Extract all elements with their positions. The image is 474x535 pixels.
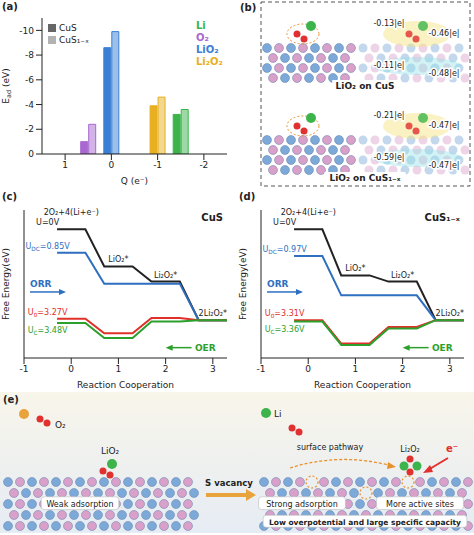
svg-text:UDC=0.85V: UDC=0.85V: [25, 242, 70, 252]
svg-text:U0=3.31V: U0=3.31V: [265, 309, 305, 319]
svg-text:(b): (b): [240, 2, 256, 13]
html-text:O₂: O₂: [195, 32, 209, 43]
svg-text:3: 3: [447, 364, 453, 374]
html-text:(d): (d): [239, 191, 256, 202]
svg-text:LiO₂*: LiO₂*: [108, 255, 128, 264]
svg-text:Ead (eV): Ead (eV): [1, 68, 13, 103]
svg-text:-0.47|e|: -0.47|e|: [428, 121, 459, 130]
svg-text:-2: -2: [199, 160, 208, 170]
svg-text:-6: -6: [25, 75, 34, 85]
svg-text:-0.13|e|: -0.13|e|: [373, 19, 404, 28]
svg-text:2: 2: [400, 364, 406, 374]
html-text:CuS₁₋ₓ: CuS₁₋ₓ: [424, 212, 460, 223]
svg-text:Reaction Cooperation: Reaction Cooperation: [77, 380, 174, 390]
svg-text:-10: -10: [19, 26, 34, 36]
svg-text:UDC=0.97V: UDC=0.97V: [262, 245, 307, 255]
html-text:(c): (c): [2, 191, 18, 202]
svg-text:0: 0: [305, 364, 311, 374]
svg-text:-8: -8: [25, 50, 34, 60]
svg-text:0: 0: [68, 364, 74, 374]
svg-text:-0.47|e|: -0.47|e|: [428, 161, 459, 170]
svg-text:LiO₂ on CuS₁₋ₓ: LiO₂ on CuS₁₋ₓ: [329, 173, 400, 183]
svg-text:ORR: ORR: [30, 279, 52, 289]
html-text:LiO₂: LiO₂: [195, 44, 219, 55]
svg-text:-0.21|e|: -0.21|e|: [373, 111, 404, 120]
svg-text:ORR: ORR: [267, 279, 289, 289]
svg-text:More active sites: More active sites: [386, 500, 454, 509]
svg-text:-0.59|e|: -0.59|e|: [373, 153, 404, 162]
svg-text:3: 3: [210, 364, 216, 374]
svg-text:-1: -1: [20, 364, 29, 374]
svg-text:-4: -4: [25, 100, 34, 110]
svg-text:S vacancy: S vacancy: [205, 478, 253, 488]
svg-text:surface pathway: surface pathway: [297, 443, 364, 452]
svg-text:Low overpotential and large sp: Low overpotential and large specific cap…: [269, 518, 461, 527]
svg-text:U=0V: U=0V: [273, 218, 297, 227]
svg-text:2Li₂O₂*: 2Li₂O₂*: [436, 309, 464, 318]
svg-text:Li₂O₂*: Li₂O₂*: [154, 271, 177, 280]
html-text:CuS₁₋ₓ: CuS₁₋ₓ: [59, 35, 90, 45]
html-text:Li₂O₂: Li₂O₂: [195, 56, 223, 67]
svg-text:0: 0: [28, 149, 34, 159]
svg-text:0: 0: [109, 160, 115, 170]
svg-text:U=0V: U=0V: [36, 218, 60, 227]
svg-text:1: 1: [353, 364, 359, 374]
svg-text:Li₂O₂: Li₂O₂: [400, 445, 419, 454]
svg-text:2O₂+4(Li+e⁻): 2O₂+4(Li+e⁻): [44, 208, 99, 217]
svg-text:-0.46|e|: -0.46|e|: [428, 29, 459, 38]
svg-text:Li: Li: [274, 409, 282, 419]
svg-text:OER: OER: [432, 343, 453, 353]
svg-text:Weak adsorption: Weak adsorption: [46, 500, 113, 509]
svg-text:U0=3.27V: U0=3.27V: [28, 308, 68, 318]
svg-text:2: 2: [163, 364, 169, 374]
svg-text:O₂: O₂: [55, 420, 66, 430]
svg-text:Q (e⁻): Q (e⁻): [121, 176, 148, 186]
svg-text:UC=3.48V: UC=3.48V: [28, 326, 68, 336]
svg-text:-0.48|e|: -0.48|e|: [428, 69, 459, 78]
svg-text:Li₂O₂*: Li₂O₂*: [391, 271, 414, 280]
svg-text:-1: -1: [153, 160, 162, 170]
svg-text:UC=3.36V: UC=3.36V: [265, 325, 305, 335]
svg-text:2Li₂O₂*: 2Li₂O₂*: [199, 309, 227, 318]
svg-text:1: 1: [116, 364, 122, 374]
html-text:(a): (a): [2, 1, 18, 12]
svg-text:OER: OER: [195, 343, 216, 353]
svg-text:1: 1: [62, 160, 68, 170]
svg-text:Free Energy(eV): Free Energy(eV): [238, 248, 248, 320]
svg-text:-0.11|e|: -0.11|e|: [373, 61, 404, 70]
svg-text:2O₂+4(Li+e⁻): 2O₂+4(Li+e⁻): [281, 208, 336, 217]
svg-text:(e): (e): [3, 394, 19, 405]
svg-text:LiO₂: LiO₂: [101, 446, 120, 456]
svg-text:LiO₂ on CuS: LiO₂ on CuS: [336, 81, 395, 91]
svg-text:Reaction Cooperation: Reaction Cooperation: [314, 380, 411, 390]
svg-text:e⁻: e⁻: [446, 443, 458, 454]
svg-text:Free Energy(eV): Free Energy(eV): [1, 248, 11, 320]
svg-text:-2: -2: [25, 124, 34, 134]
html-text:CuS: CuS: [201, 212, 223, 223]
svg-text:LiO₂*: LiO₂*: [345, 264, 365, 273]
html-text:Li: Li: [195, 20, 206, 31]
svg-text:Strong adsorption: Strong adsorption: [266, 500, 338, 509]
svg-text:-1: -1: [257, 364, 266, 374]
html-text:CuS: CuS: [59, 23, 77, 33]
